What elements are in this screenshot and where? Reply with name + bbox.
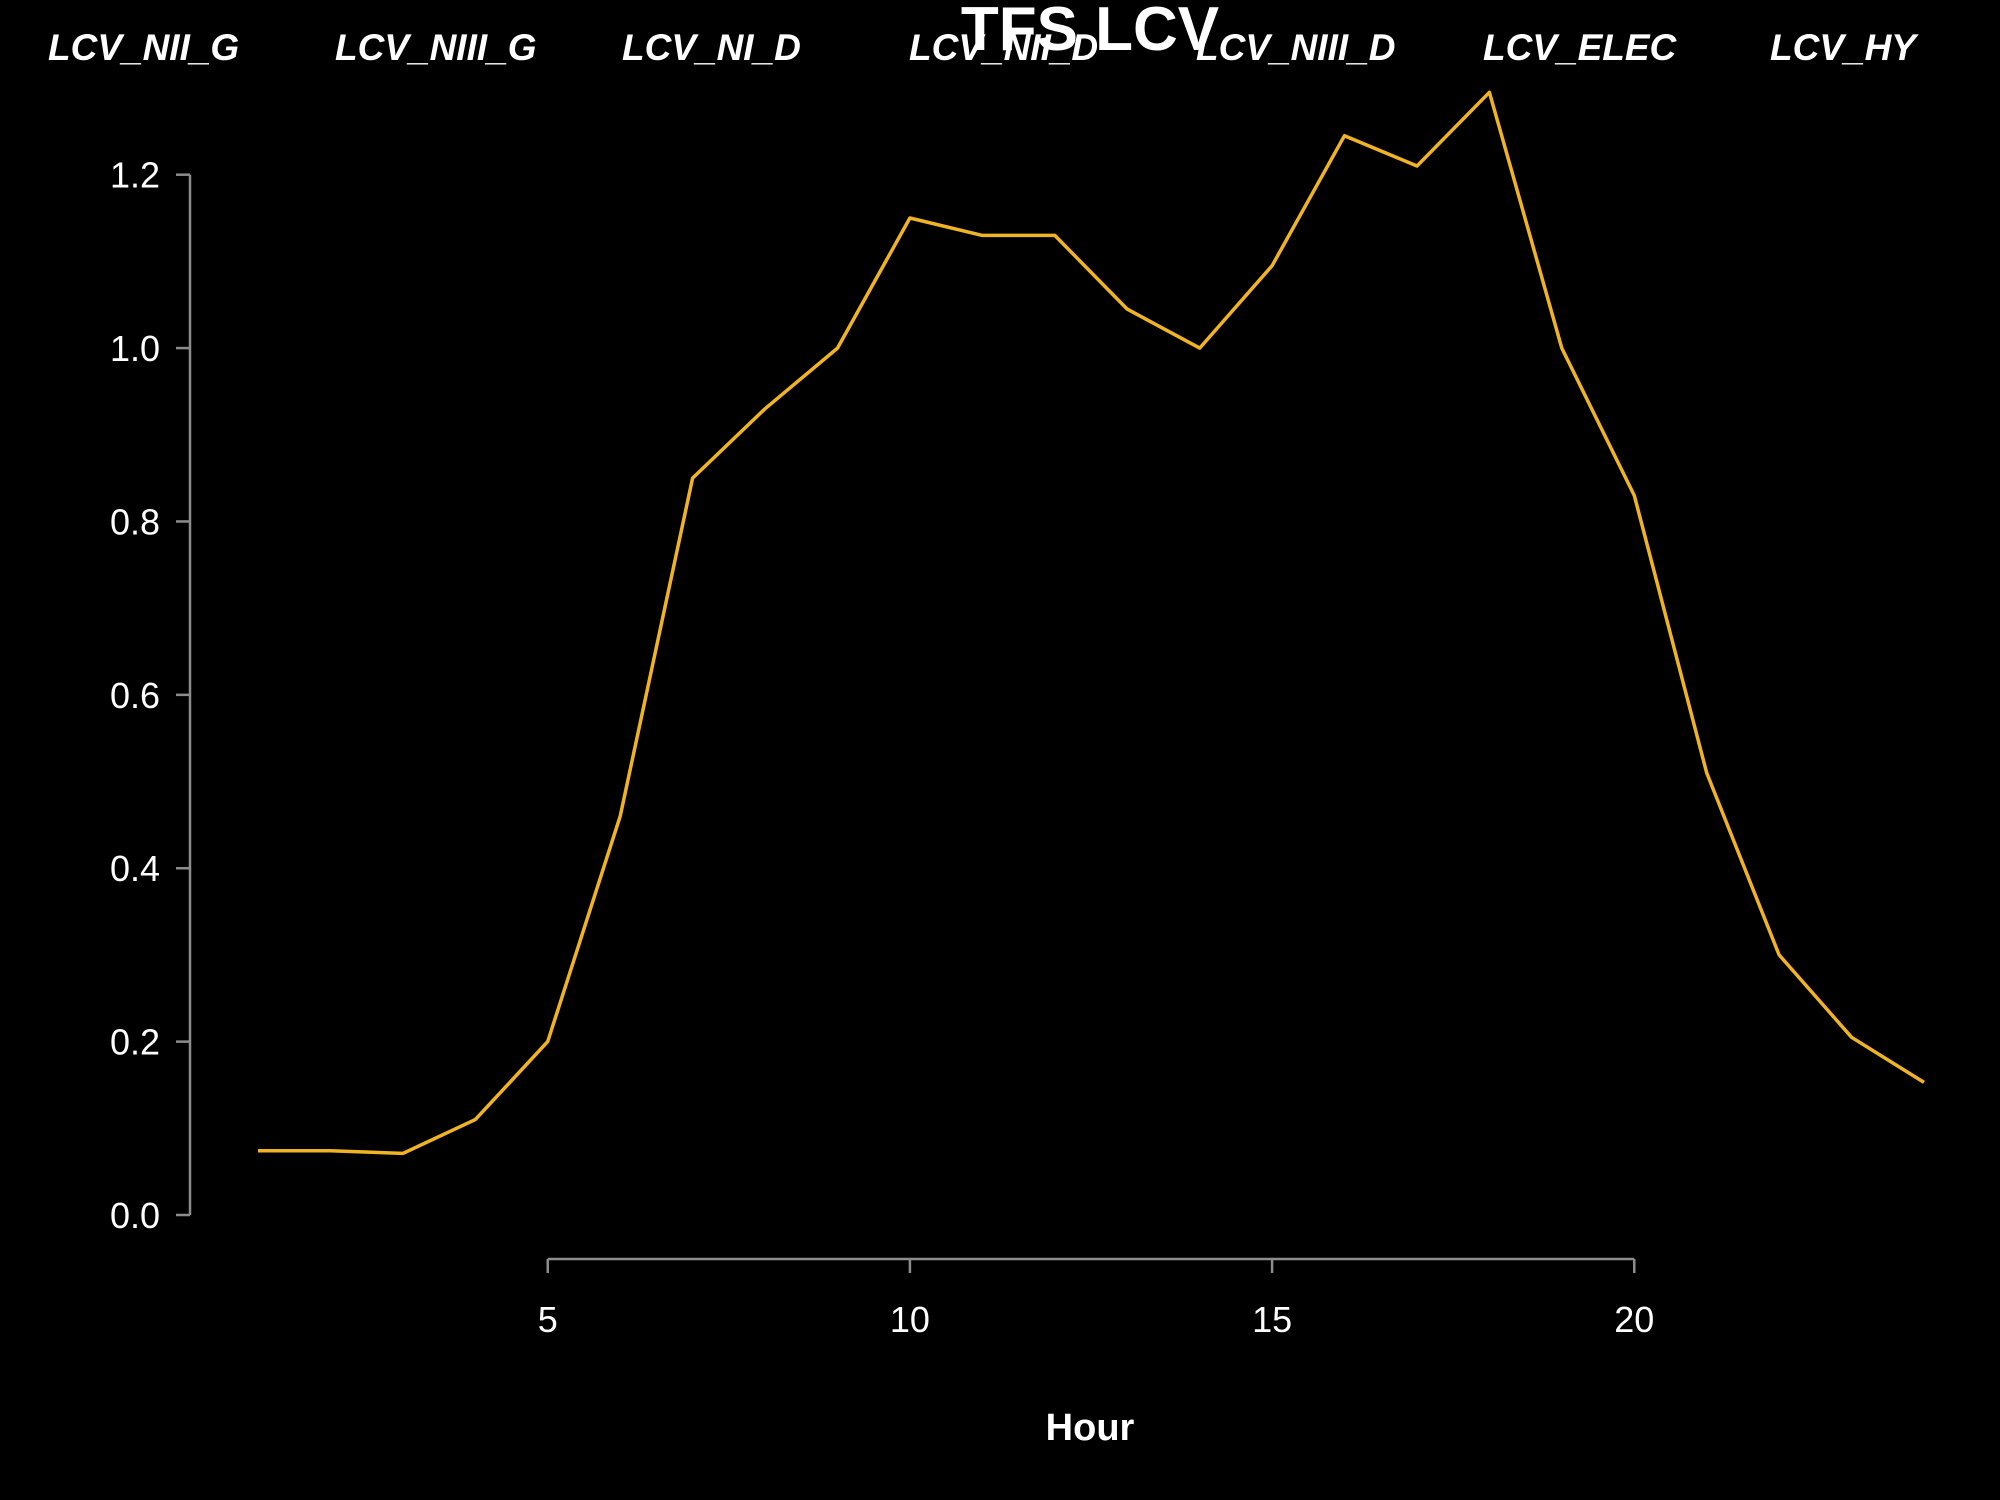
y-tick-label: 0.4 [110,848,160,889]
legend-label: LCV_NIII_D [1196,27,1395,68]
x-axis: 5 10 15 20 [538,1257,1654,1340]
x-tick-label: 10 [890,1299,930,1340]
x-axis-label: Hour [1046,1407,1135,1449]
legend-label: LCV_NII_D [909,27,1098,68]
legend-label: LCV_NIII_G [335,27,537,68]
y-axis: 0.0 0.2 0.4 0.6 0.8 1.0 1.2 [110,155,192,1236]
y-tick-label: 0.0 [110,1195,160,1236]
legend-label: LCV_NII_G [48,27,239,68]
legend: LCV_NII_G LCV_NIII_G LCV_NI_D LCV_NII_D LCV_… [48,27,1919,68]
series-group [258,90,1925,1156]
series-line [258,90,1925,1156]
x-tick-label: 15 [1252,1299,1292,1340]
y-tick-label: 1.0 [110,328,160,369]
x-tick-label: 20 [1614,1299,1654,1340]
y-tick-label: 0.8 [110,501,160,542]
y-tick-label: 0.6 [110,675,160,716]
y-tick-label: 0.2 [110,1022,160,1063]
legend-label: LCV_HY [1770,27,1919,68]
x-tick-label: 5 [538,1299,558,1340]
chart-title: TFS LCV [961,0,1219,64]
y-tick-label: 1.2 [110,155,160,196]
legend-label: LCV_NI_D [622,27,801,68]
legend-label: LCV_ELEC [1483,27,1678,68]
